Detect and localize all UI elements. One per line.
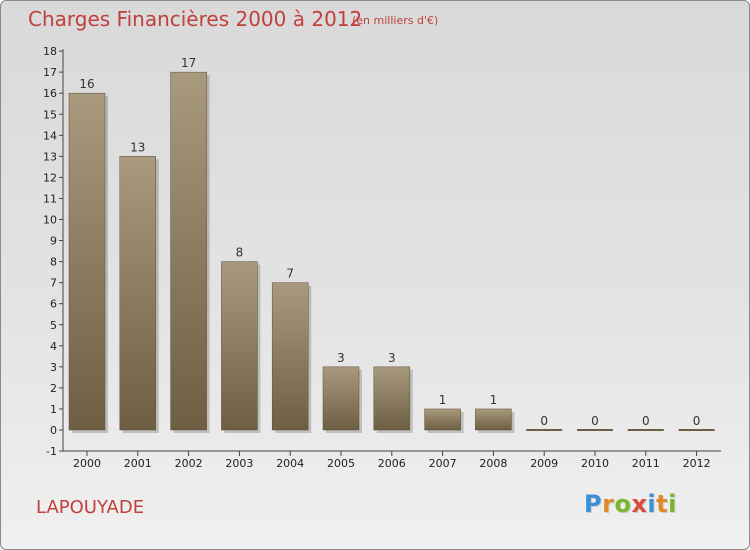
proxiti-logo: Proxiti: [584, 490, 677, 518]
x-tick-label: 2012: [683, 457, 711, 470]
y-tick-label: 2: [50, 382, 57, 395]
data-label: 0: [642, 414, 650, 428]
x-tick-label: 2001: [124, 457, 152, 470]
y-tick-label: 3: [50, 361, 57, 374]
logo-letter: r: [602, 490, 615, 518]
logo-letter: x: [631, 490, 648, 518]
x-tick-label: 2006: [378, 457, 406, 470]
commune-name: LAPOUYADE: [36, 497, 145, 518]
y-tick-label: 6: [50, 298, 57, 311]
y-tick-label: 1: [50, 403, 57, 416]
data-label: 8: [236, 246, 244, 260]
bar-2001: [119, 156, 157, 431]
y-tick-label: 4: [50, 340, 57, 353]
bar-2008: [475, 408, 512, 431]
data-label: 3: [337, 351, 345, 365]
x-tick-label: 2007: [429, 457, 457, 470]
y-tick-label: 13: [43, 150, 57, 163]
bars: [68, 71, 715, 434]
logo-letter: P: [584, 490, 603, 518]
y-tick-label: 18: [43, 45, 57, 58]
x-tick-label: 2002: [175, 457, 203, 470]
logo-letter: i: [668, 490, 677, 518]
data-label: 3: [388, 351, 396, 365]
data-label: 13: [130, 140, 145, 154]
y-tick-label: 14: [43, 129, 57, 142]
x-tick-label: 2010: [581, 457, 609, 470]
logo-letter: o: [614, 490, 632, 518]
labels: 16 13 17 8 7 3 3 1 1 0 0 0 0: [79, 56, 700, 428]
y-tick-label: 17: [43, 66, 57, 79]
logo-letter: t: [656, 490, 669, 518]
bar-2006: [373, 366, 411, 431]
bar-2000: [68, 92, 106, 431]
y-tick-label: -1: [46, 445, 57, 458]
y-tick-label: 15: [43, 108, 57, 121]
data-label: 7: [286, 267, 294, 281]
bar-2003: [221, 261, 258, 431]
x-tick-label: 2000: [73, 457, 101, 470]
bar-2004: [271, 282, 309, 431]
data-label: 17: [181, 56, 196, 70]
y-tick-label: 8: [50, 256, 57, 269]
y-tick-label: 5: [50, 319, 57, 332]
x-tick-label: 2008: [479, 457, 507, 470]
data-label: 16: [79, 77, 94, 91]
x-tick-label: 2011: [632, 457, 660, 470]
x-tick-label: 2009: [530, 457, 558, 470]
y-tick-label: 0: [50, 424, 57, 437]
x-tick-label: 2005: [327, 457, 355, 470]
chart-title: Charges Financières 2000 à 2012: [28, 7, 363, 31]
bar-2002: [170, 71, 207, 431]
data-label: 1: [439, 393, 447, 407]
x-tick-label: 2004: [276, 457, 304, 470]
data-label: 0: [591, 414, 599, 428]
data-label: 0: [693, 414, 701, 428]
y-tick-label: 12: [43, 171, 57, 184]
bar-2007: [424, 408, 461, 431]
data-label: 1: [490, 393, 498, 407]
x-tick-label: 2003: [225, 457, 253, 470]
y-tick-label: 10: [43, 214, 57, 227]
y-tick-label: 9: [50, 235, 57, 248]
chart-subtitle: (en milliers d'€): [352, 14, 439, 27]
bar-2005: [322, 366, 360, 431]
logo-letter: i: [647, 490, 657, 518]
y-tick-label: 7: [50, 277, 57, 290]
y-tick-label: 11: [43, 192, 57, 205]
y-tick-label: 16: [43, 87, 57, 100]
data-label: 0: [540, 414, 548, 428]
